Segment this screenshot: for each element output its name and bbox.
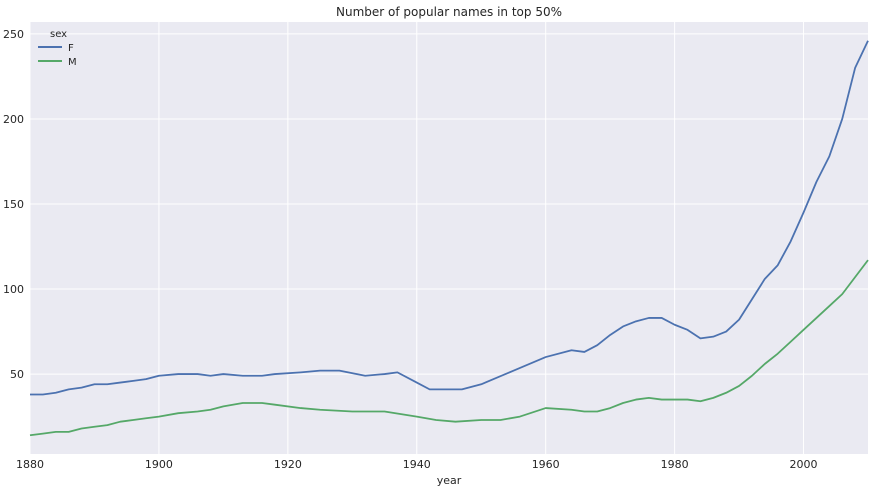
y-tick-label-150: 150 bbox=[3, 198, 24, 211]
x-tick-label-2000: 2000 bbox=[790, 458, 818, 471]
y-tick-label-50: 50 bbox=[10, 368, 24, 381]
y-tick-label-100: 100 bbox=[3, 283, 24, 296]
series-line-f bbox=[30, 40, 869, 396]
legend-label-m: M bbox=[68, 57, 77, 68]
x-tick-label-1980: 1980 bbox=[661, 458, 689, 471]
x-tick-label-1940: 1940 bbox=[403, 458, 431, 471]
x-tick-label-1920: 1920 bbox=[274, 458, 302, 471]
tick-labels: 1880 1900 1920 1940 1960 1980 2000 50 100 150 200 2… bbox=[3, 28, 818, 471]
legend-label-f: F bbox=[68, 43, 74, 54]
series-line-m bbox=[29, 259, 869, 437]
series-layer bbox=[29, 40, 869, 437]
x-tick-label-1900: 1900 bbox=[145, 458, 173, 471]
legend: sex F M bbox=[38, 29, 77, 68]
chart-title: Number of popular names in top 50% bbox=[336, 5, 562, 19]
x-tick-label-1960: 1960 bbox=[532, 458, 560, 471]
x-axis-label: year bbox=[437, 474, 462, 487]
plot-area bbox=[30, 22, 868, 454]
x-tick-label-1880: 1880 bbox=[16, 458, 44, 471]
y-tick-label-200: 200 bbox=[3, 113, 24, 126]
y-tick-label-250: 250 bbox=[3, 28, 24, 41]
legend-title: sex bbox=[50, 29, 67, 40]
